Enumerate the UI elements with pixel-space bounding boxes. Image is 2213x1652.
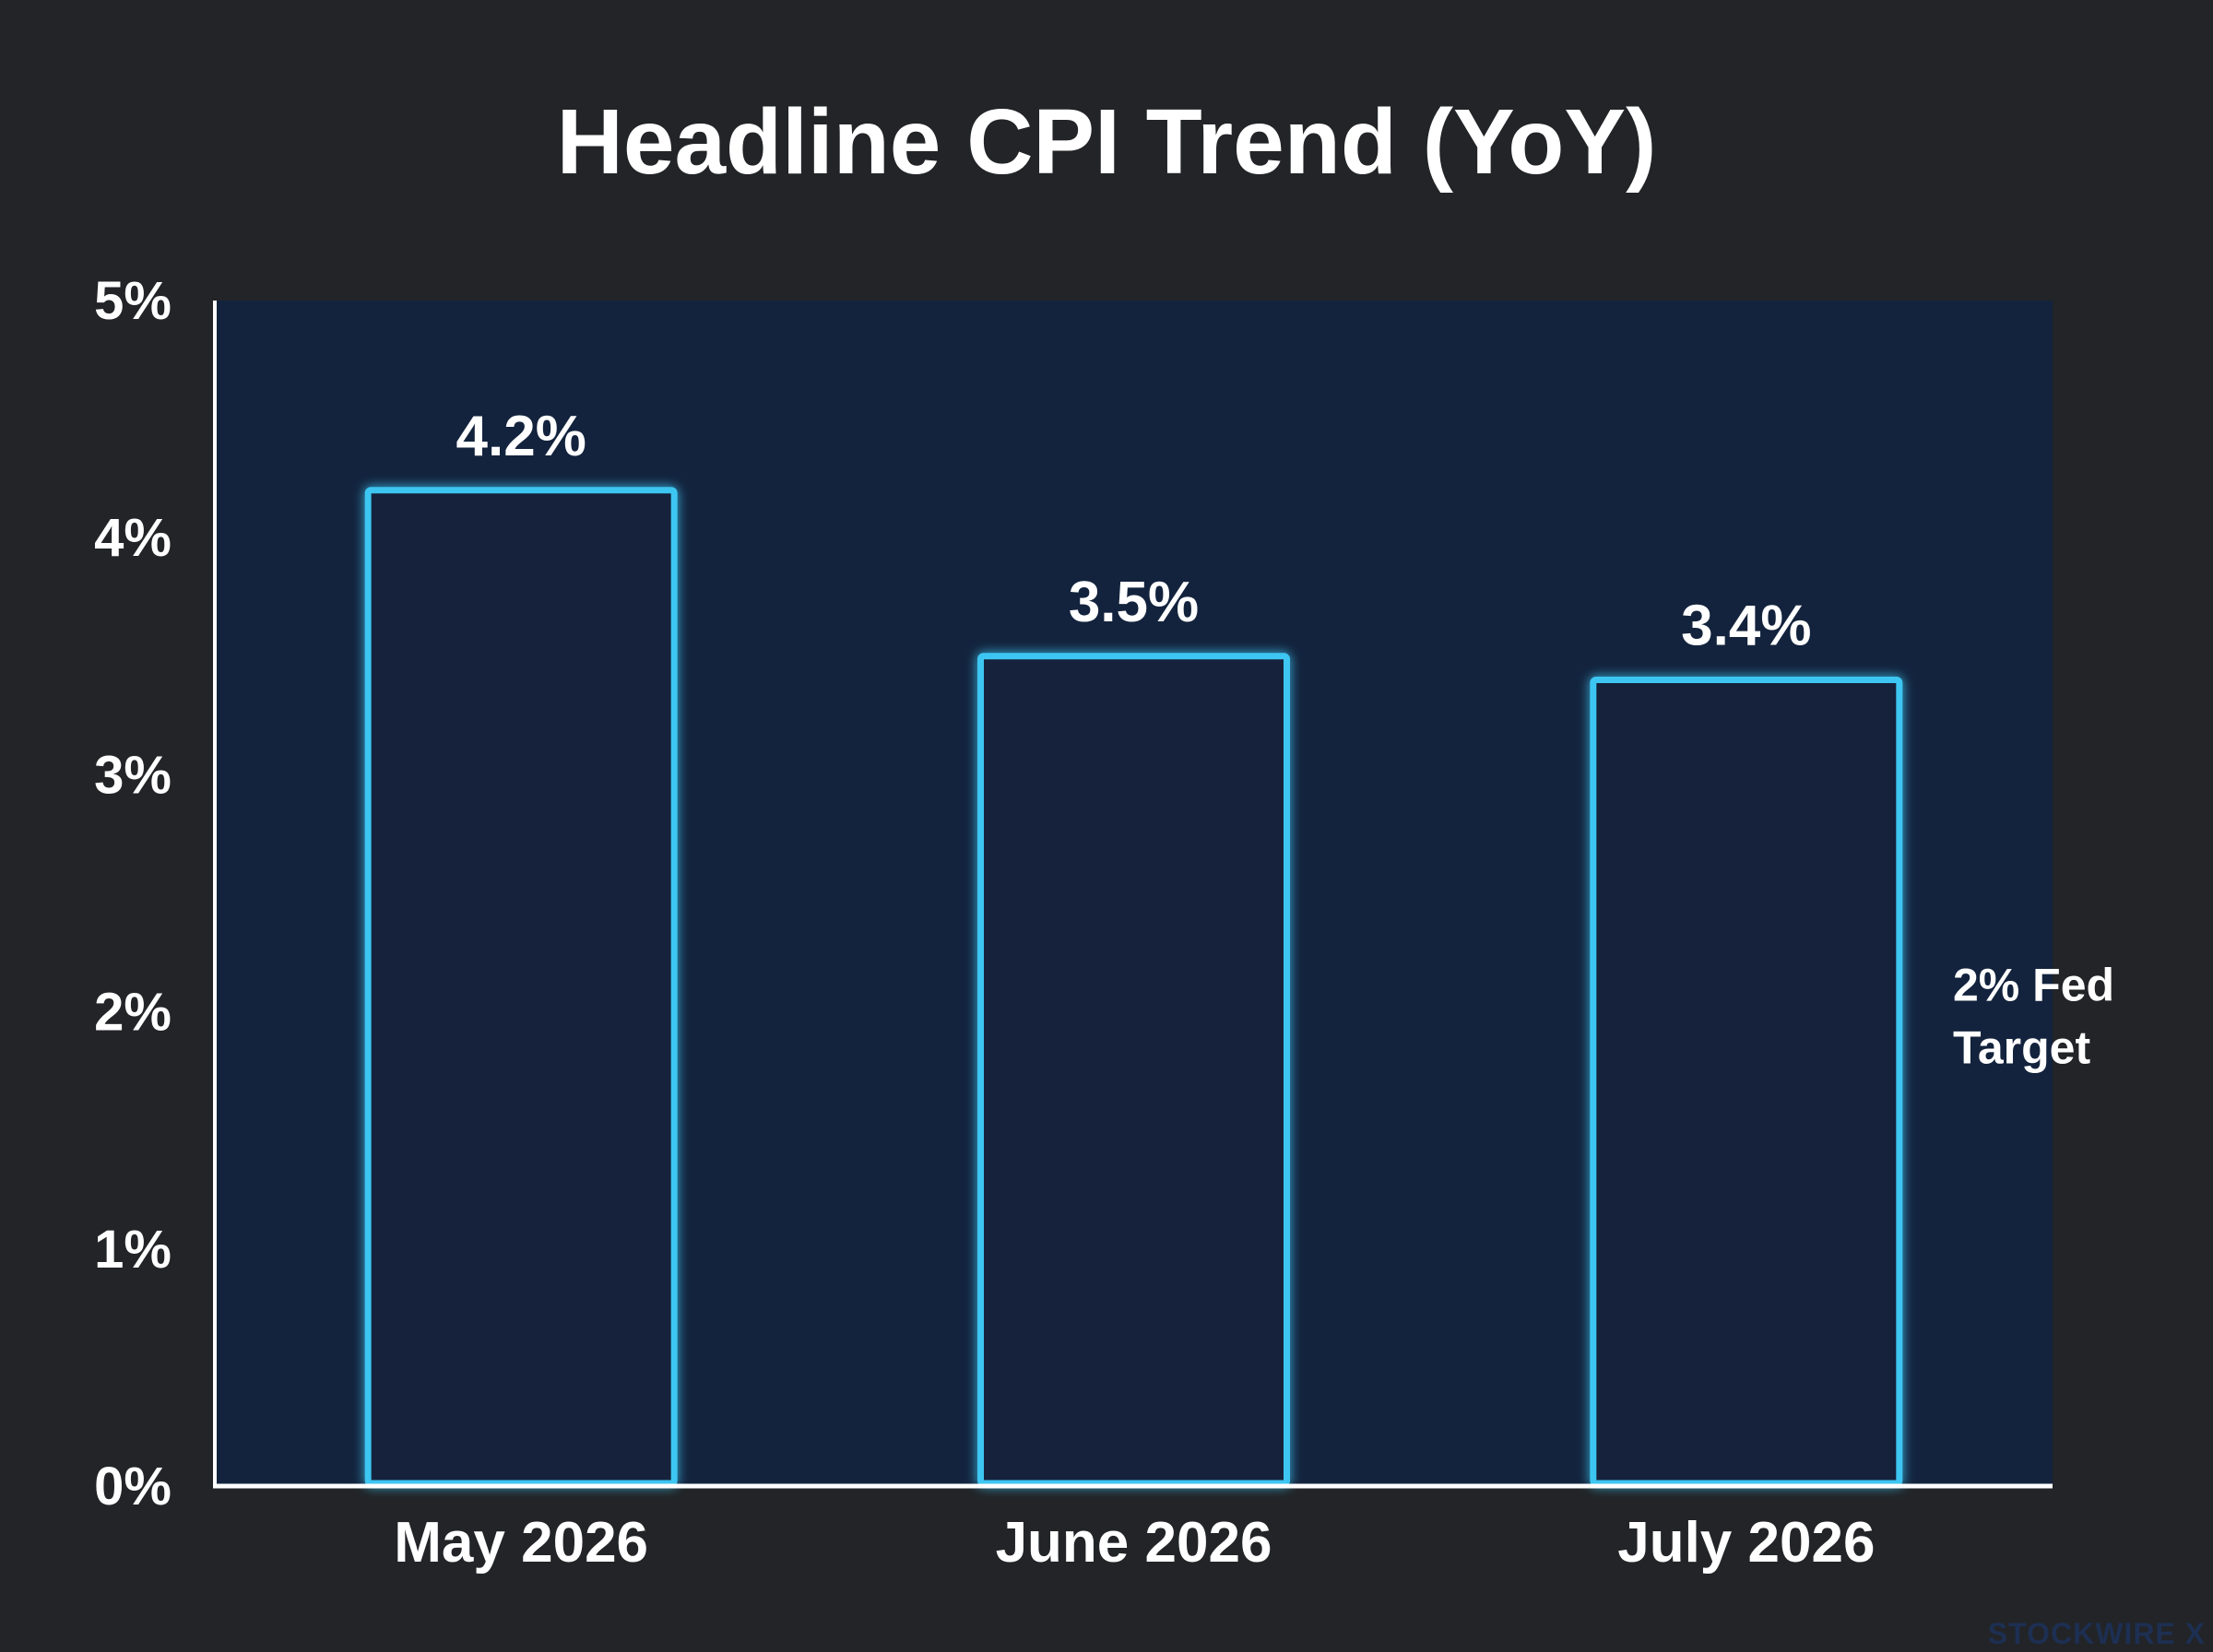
x-axis-labels: May 2026 June 2026 July 2026 xyxy=(394,1511,1875,1575)
bar-value-label: 4.2% xyxy=(456,405,586,468)
bar xyxy=(364,487,678,1487)
reference-line-group: 2% Fed Target xyxy=(215,960,2114,1074)
y-tick-label: 5% xyxy=(94,271,172,331)
bar xyxy=(1590,677,1903,1487)
bar-value-label: 3.4% xyxy=(1681,595,1811,658)
y-tick-label: 2% xyxy=(94,983,172,1043)
x-category-label: July 2026 xyxy=(1617,1511,1875,1575)
chart-title: Headline CPI Trend (YoY) xyxy=(557,90,1657,194)
x-category-label: May 2026 xyxy=(394,1511,648,1575)
bars xyxy=(364,487,1903,1487)
bar xyxy=(977,653,1290,1487)
watermark-logo: STOCKWIRE X xyxy=(1988,1617,2206,1650)
y-tick-label: 1% xyxy=(94,1220,172,1280)
y-tick-label: 0% xyxy=(94,1457,172,1516)
y-axis-ticks: 0% 1% 2% 3% 4% 5% xyxy=(94,271,172,1516)
axes xyxy=(213,301,2053,1489)
data-labels: 4.2% 3.5% 3.4% xyxy=(456,405,1812,658)
y-tick-label: 4% xyxy=(94,508,172,568)
fed-target-label: Target xyxy=(1953,1022,2090,1074)
bar-value-label: 3.5% xyxy=(1069,571,1199,634)
y-tick-label: 3% xyxy=(94,745,172,805)
x-category-label: June 2026 xyxy=(996,1511,1272,1575)
fed-target-label: 2% Fed xyxy=(1953,960,2114,1011)
